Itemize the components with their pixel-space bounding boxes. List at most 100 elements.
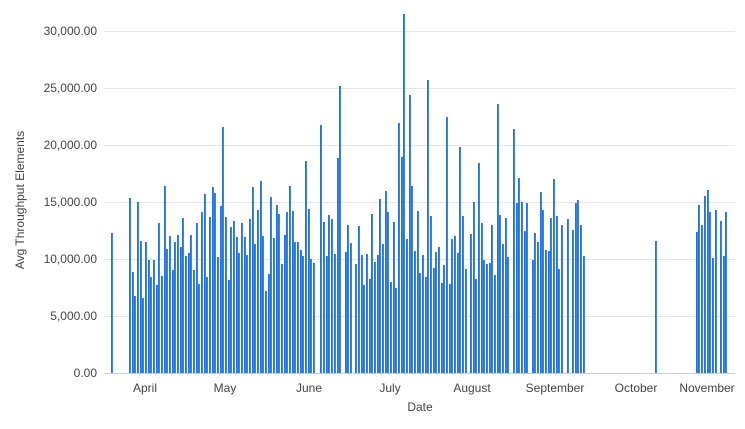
data-bar[interactable]	[435, 252, 437, 373]
data-bar[interactable]	[369, 278, 371, 373]
data-bar[interactable]	[292, 211, 294, 373]
data-bar[interactable]	[572, 230, 574, 373]
data-bar[interactable]	[297, 242, 299, 373]
data-bar[interactable]	[320, 124, 322, 373]
data-bar[interactable]	[561, 225, 563, 373]
data-bar[interactable]	[414, 251, 416, 373]
data-bar[interactable]	[289, 186, 291, 373]
data-bar[interactable]	[524, 230, 526, 373]
data-bar[interactable]	[257, 209, 259, 373]
data-bar[interactable]	[371, 213, 373, 373]
data-bar[interactable]	[483, 260, 485, 373]
data-bar[interactable]	[177, 235, 179, 373]
data-bar[interactable]	[150, 276, 152, 373]
data-bar[interactable]	[427, 80, 429, 373]
data-bar[interactable]	[502, 243, 504, 373]
data-bar[interactable]	[459, 147, 461, 373]
data-bar[interactable]	[473, 202, 475, 373]
data-bar[interactable]	[180, 247, 182, 373]
data-bar[interactable]	[268, 274, 270, 373]
data-bar[interactable]	[169, 235, 171, 373]
data-bar[interactable]	[204, 194, 206, 373]
data-bar[interactable]	[193, 270, 195, 373]
data-bar[interactable]	[422, 255, 424, 373]
data-bar[interactable]	[696, 231, 698, 373]
data-bar[interactable]	[419, 273, 421, 373]
data-bar[interactable]	[185, 256, 187, 373]
data-bar[interactable]	[326, 256, 328, 373]
data-bar[interactable]	[441, 282, 443, 373]
data-bar[interactable]	[278, 213, 280, 373]
data-bar[interactable]	[276, 204, 278, 373]
data-bar[interactable]	[401, 156, 403, 373]
data-bar[interactable]	[236, 236, 238, 373]
data-bar[interactable]	[172, 270, 174, 373]
data-bar[interactable]	[548, 251, 550, 373]
data-bar[interactable]	[534, 233, 536, 373]
data-bar[interactable]	[273, 238, 275, 373]
data-bar[interactable]	[284, 235, 286, 373]
data-bar[interactable]	[302, 256, 304, 373]
data-bar[interactable]	[457, 252, 459, 373]
data-bar[interactable]	[720, 221, 722, 373]
data-bar[interactable]	[201, 212, 203, 373]
data-bar[interactable]	[132, 271, 134, 373]
data-bar[interactable]	[188, 252, 190, 373]
data-bar[interactable]	[233, 221, 235, 373]
data-bar[interactable]	[449, 283, 451, 373]
data-bar[interactable]	[198, 283, 200, 373]
data-bar[interactable]	[698, 204, 700, 373]
data-bar[interactable]	[225, 217, 227, 373]
data-bar[interactable]	[129, 198, 131, 373]
data-bar[interactable]	[156, 284, 158, 373]
data-bar[interactable]	[438, 247, 440, 373]
data-bar[interactable]	[532, 260, 534, 373]
data-bar[interactable]	[462, 216, 464, 373]
data-bar[interactable]	[723, 256, 725, 373]
data-bar[interactable]	[361, 255, 363, 373]
data-bar[interactable]	[417, 211, 419, 373]
data-bar[interactable]	[393, 221, 395, 373]
data-bar[interactable]	[337, 157, 339, 373]
data-bar[interactable]	[454, 235, 456, 373]
data-bar[interactable]	[411, 186, 413, 373]
data-bar[interactable]	[387, 212, 389, 373]
data-bar[interactable]	[366, 253, 368, 373]
data-bar[interactable]	[355, 264, 357, 373]
data-bar[interactable]	[518, 177, 520, 373]
data-bar[interactable]	[148, 260, 150, 373]
data-bar[interactable]	[377, 255, 379, 373]
data-bar[interactable]	[489, 262, 491, 373]
data-bar[interactable]	[350, 243, 352, 373]
data-bar[interactable]	[345, 252, 347, 373]
data-bar[interactable]	[550, 217, 552, 373]
data-bar[interactable]	[403, 14, 405, 373]
data-bar[interactable]	[161, 275, 163, 373]
data-bar[interactable]	[446, 116, 448, 373]
data-bar[interactable]	[323, 221, 325, 373]
data-bar[interactable]	[577, 199, 579, 373]
data-bar[interactable]	[478, 163, 480, 373]
data-bar[interactable]	[249, 218, 251, 373]
data-bar[interactable]	[228, 279, 230, 373]
data-bar[interactable]	[575, 203, 577, 373]
data-bar[interactable]	[385, 191, 387, 373]
data-bar[interactable]	[556, 216, 558, 373]
data-bar[interactable]	[443, 265, 445, 373]
data-bar[interactable]	[540, 191, 542, 373]
data-bar[interactable]	[433, 268, 435, 373]
data-bar[interactable]	[465, 269, 467, 373]
data-bar[interactable]	[701, 225, 703, 373]
data-bar[interactable]	[265, 291, 267, 373]
data-bar[interactable]	[220, 205, 222, 373]
data-bar[interactable]	[398, 122, 400, 373]
data-bar[interactable]	[190, 235, 192, 373]
data-bar[interactable]	[206, 276, 208, 373]
data-bar[interactable]	[153, 260, 155, 373]
data-bar[interactable]	[305, 160, 307, 373]
data-bar[interactable]	[209, 217, 211, 373]
data-bar[interactable]	[715, 209, 717, 373]
data-bar[interactable]	[246, 255, 248, 373]
data-bar[interactable]	[134, 295, 136, 373]
data-bar[interactable]	[300, 249, 302, 373]
